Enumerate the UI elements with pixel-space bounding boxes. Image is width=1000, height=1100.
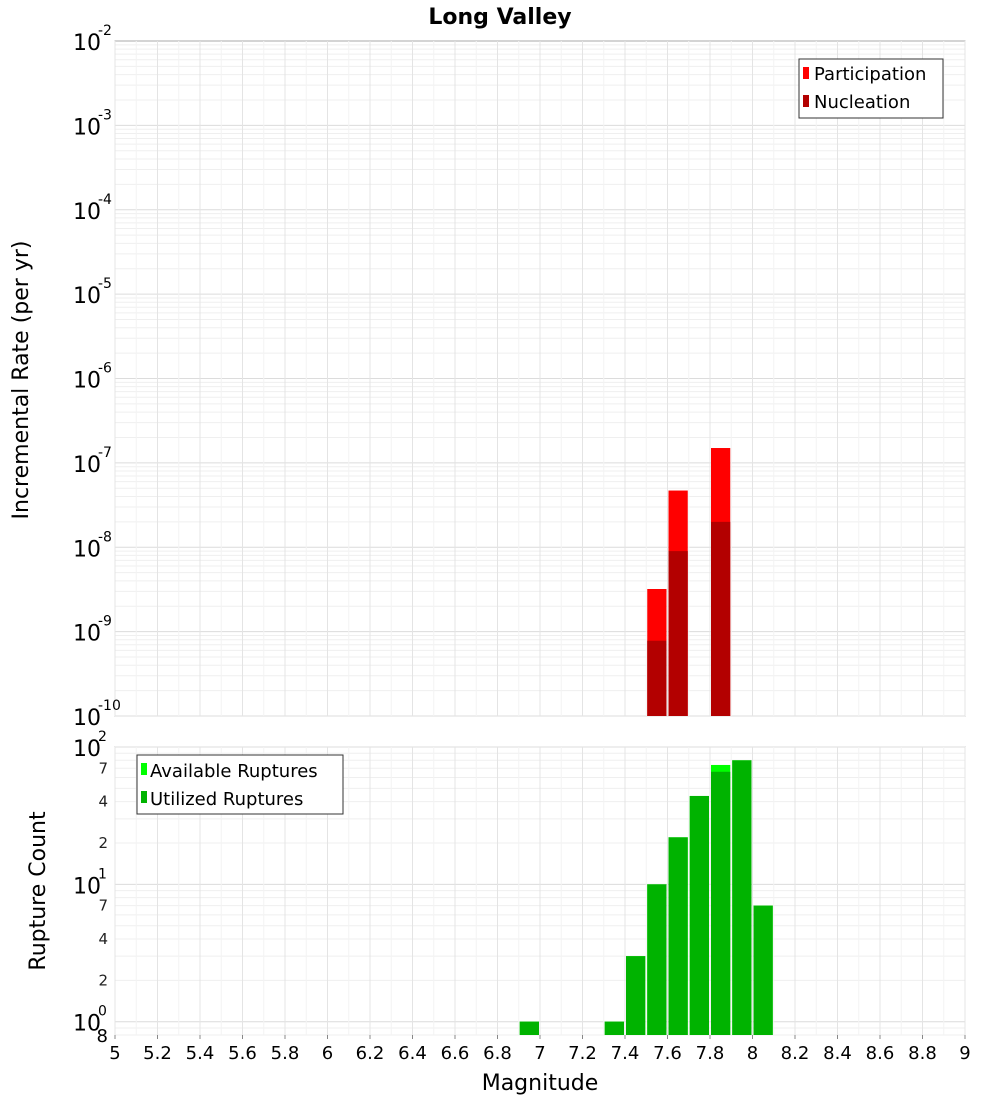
x-tick-label: 8.6 — [866, 1043, 895, 1064]
legend-utilized: Utilized Ruptures — [150, 789, 303, 810]
x-tick-label: 6.8 — [483, 1043, 512, 1064]
rate-legend-box — [798, 58, 944, 119]
count-grid — [114, 746, 966, 1036]
rate-y-tick-label: 10 — [73, 284, 101, 309]
rate-panel: 10-210-310-410-510-610-710-810-910-10 In… — [9, 23, 966, 731]
utilized-swatch — [141, 791, 147, 803]
rate-y-tick-exponent: -7 — [98, 445, 112, 461]
count-legend: Available Ruptures Utilized Ruptures — [136, 754, 344, 815]
rate-y-tick-exponent: -6 — [98, 361, 112, 377]
x-tick-label: 7.8 — [696, 1043, 725, 1064]
x-tick-label: 7.6 — [653, 1043, 682, 1064]
count-y-tick-exponent: 1 — [98, 866, 107, 882]
participation-swatch — [803, 67, 809, 79]
rate-y-tick-exponent: -8 — [98, 529, 112, 545]
count-y-tick-label: 10 — [73, 737, 101, 762]
rate-y-tick-label: 10 — [73, 369, 101, 394]
utilized-ruptures-bar — [626, 956, 646, 1035]
x-tick-label: 9 — [959, 1043, 970, 1064]
rate-y-tick-exponent: -10 — [98, 698, 121, 714]
x-axis-ticks: 5 5.2 5.4 5.6 5.8 6 6.2 6.4 6.6 6.8 7 7.2 7.4 7.6 7.8 8… — [109, 1035, 971, 1064]
legend-nucleation: Nucleation — [814, 92, 910, 113]
utilized-ruptures-bar — [647, 884, 667, 1035]
x-tick-label: 8.4 — [823, 1043, 852, 1064]
nucleation-swatch — [803, 95, 809, 107]
count-y-tick-exponent: 0 — [98, 1004, 107, 1020]
utilized-ruptures-bar — [711, 771, 731, 1035]
x-tick-label: 5.8 — [271, 1043, 300, 1064]
rate-y-axis-label: Incremental Rate (per yr) — [9, 241, 34, 520]
x-tick-label: 5.4 — [186, 1043, 215, 1064]
rate-y-tick-label: 10 — [73, 200, 101, 225]
rate-y-tick-exponent: -3 — [98, 107, 112, 123]
count-y-tick-label: 10 — [73, 874, 101, 899]
count-y-minor-tick-label: 2 — [98, 971, 108, 989]
chart-title: Long Valley — [428, 5, 571, 30]
x-tick-label: 8.2 — [781, 1043, 810, 1064]
count-y-minor-tick-label: 4 — [98, 930, 108, 948]
x-tick-label: 8 — [747, 1043, 758, 1064]
count-y-bottom-tick-label: 8 — [97, 1026, 108, 1047]
rate-y-tick-label: 10 — [73, 622, 101, 647]
x-tick-label: 5 — [109, 1043, 120, 1064]
available-swatch — [141, 763, 147, 775]
x-tick-label: 6 — [322, 1043, 333, 1064]
x-tick-label: 7.4 — [611, 1043, 640, 1064]
rate-bars — [647, 448, 731, 716]
legend-participation: Participation — [814, 64, 926, 85]
count-y-tick-label: 10 — [73, 1012, 101, 1037]
count-y-minor-tick-label: 4 — [98, 793, 108, 811]
count-legend-box — [136, 754, 344, 815]
x-tick-label: 5.2 — [143, 1043, 172, 1064]
rate-y-ticks: 10-210-310-410-510-610-710-810-910-10 — [73, 23, 121, 731]
x-tick-label: 6.4 — [398, 1043, 427, 1064]
utilized-ruptures-bar — [689, 795, 709, 1035]
nucleation-bar — [711, 521, 731, 716]
rate-legend: Participation Nucleation — [798, 58, 944, 119]
nucleation-bar — [668, 551, 688, 716]
utilized-ruptures-bar — [753, 905, 773, 1035]
x-tick-label: 8.8 — [908, 1043, 937, 1064]
x-tick-label: 6.6 — [441, 1043, 470, 1064]
rate-y-tick-exponent: -2 — [98, 23, 112, 39]
rate-y-tick-label: 10 — [73, 537, 101, 562]
x-axis-label: Magnitude — [482, 1071, 599, 1096]
utilized-ruptures-bar — [604, 1021, 624, 1035]
rate-y-tick-exponent: -4 — [98, 192, 112, 208]
rate-y-tick-label: 10 — [73, 115, 101, 140]
rate-y-tick-exponent: -5 — [98, 276, 112, 292]
nucleation-bar — [647, 640, 667, 716]
x-tick-label: 7 — [534, 1043, 545, 1064]
rate-y-tick-label: 10 — [73, 31, 101, 56]
count-bars — [519, 760, 773, 1035]
count-y-axis-label: Rupture Count — [26, 811, 51, 971]
legend-available: Available Ruptures — [150, 761, 318, 782]
utilized-ruptures-bar — [732, 760, 752, 1035]
x-tick-label: 6.2 — [356, 1043, 385, 1064]
count-y-minor-tick-label: 7 — [98, 759, 108, 777]
rate-y-tick-exponent: -9 — [98, 614, 112, 630]
count-y-tick-exponent: 2 — [98, 729, 107, 745]
x-tick-label: 5.6 — [228, 1043, 257, 1064]
rate-y-tick-label: 10 — [73, 706, 101, 731]
rate-grid — [114, 41, 966, 717]
count-y-minor-tick-label: 7 — [98, 897, 108, 915]
utilized-ruptures-bar — [519, 1021, 539, 1035]
count-y-minor-tick-label: 2 — [98, 834, 108, 852]
x-tick-label: 7.2 — [568, 1043, 597, 1064]
utilized-ruptures-bar — [668, 837, 688, 1035]
rate-y-tick-label: 10 — [73, 453, 101, 478]
